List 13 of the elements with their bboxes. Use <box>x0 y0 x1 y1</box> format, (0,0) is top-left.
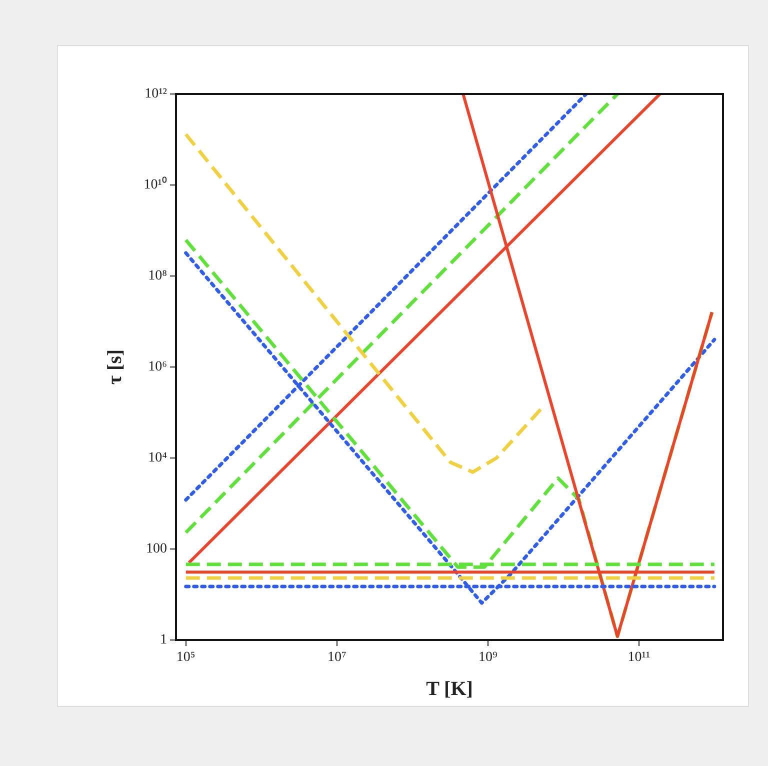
x-axis-title: T [K] <box>426 678 473 700</box>
y-tick-label: 10⁸ <box>148 268 168 284</box>
y-axis-title: τ [s] <box>104 349 126 385</box>
y-tick-label: 10⁴ <box>148 450 168 466</box>
y-tick-label: 1 <box>160 632 167 648</box>
x-tick-label: 10⁷ <box>327 650 346 666</box>
x-tick-label: 10¹¹ <box>628 650 650 666</box>
x-tick-label: 10⁹ <box>478 650 498 666</box>
y-tick-label: 10¹⁰ <box>144 176 167 193</box>
x-tick-label: 10⁵ <box>176 650 196 666</box>
y-tick-label: 10¹² <box>144 86 167 102</box>
y-tick-label: 10⁶ <box>148 360 168 375</box>
y-tick-label: 100 <box>146 542 167 557</box>
